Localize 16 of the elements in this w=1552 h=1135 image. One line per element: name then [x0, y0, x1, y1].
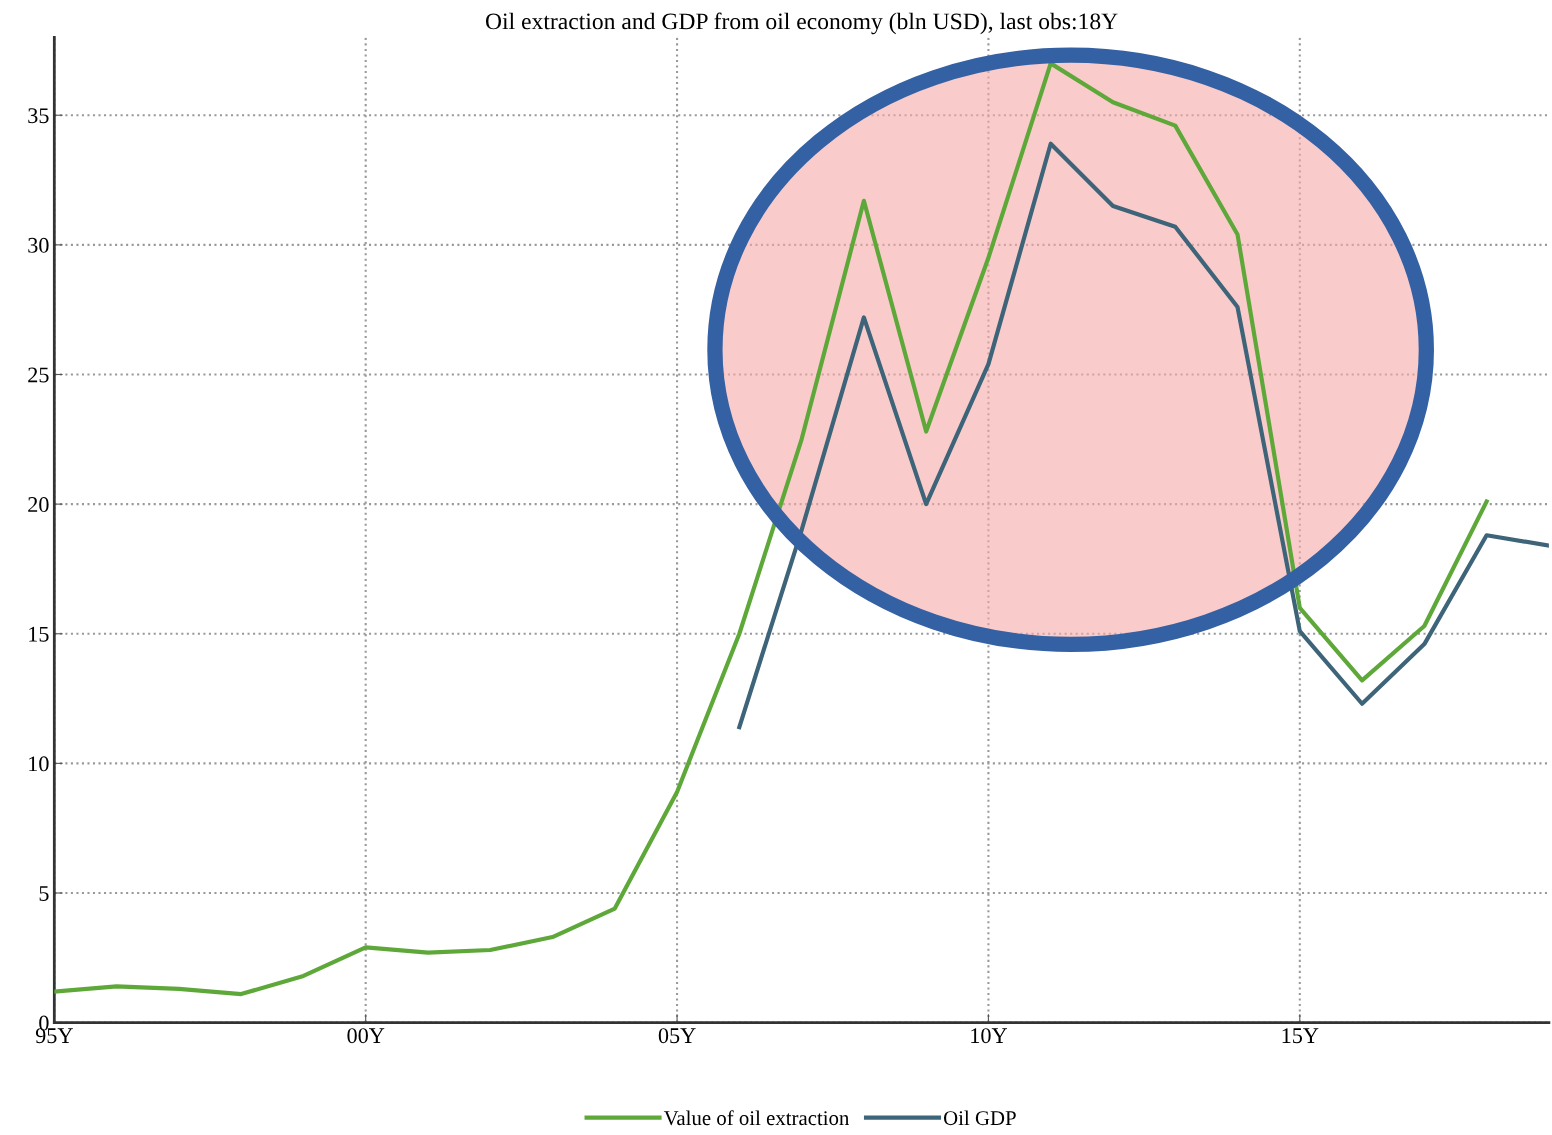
y-tick-label: 30 — [28, 237, 49, 253]
chart-title: Oil extraction and GDP from oil economy (bln USD), last obs:18Y — [485, 12, 1118, 35]
y-tick-label: 35 — [28, 108, 49, 124]
y-tick-label: 5 — [39, 886, 49, 901]
line-series — [737, 141, 1549, 730]
y-tick-label: 10 — [29, 756, 49, 772]
legend-label: Value of oil extraction — [663, 1110, 850, 1126]
x-tick-label: 00Y — [347, 1028, 385, 1044]
x-tick-label: 10Y — [971, 1028, 1007, 1044]
x-tick-label: 05Y — [658, 1028, 696, 1044]
y-tick-label: 20 — [28, 497, 49, 513]
y-tick-label: 15 — [29, 626, 49, 642]
line-series — [54, 61, 1489, 997]
legend-label: Oil GDP — [943, 1110, 1016, 1126]
y-tick-label: 25 — [28, 367, 49, 383]
x-tick-label: 15Y — [1282, 1028, 1319, 1044]
